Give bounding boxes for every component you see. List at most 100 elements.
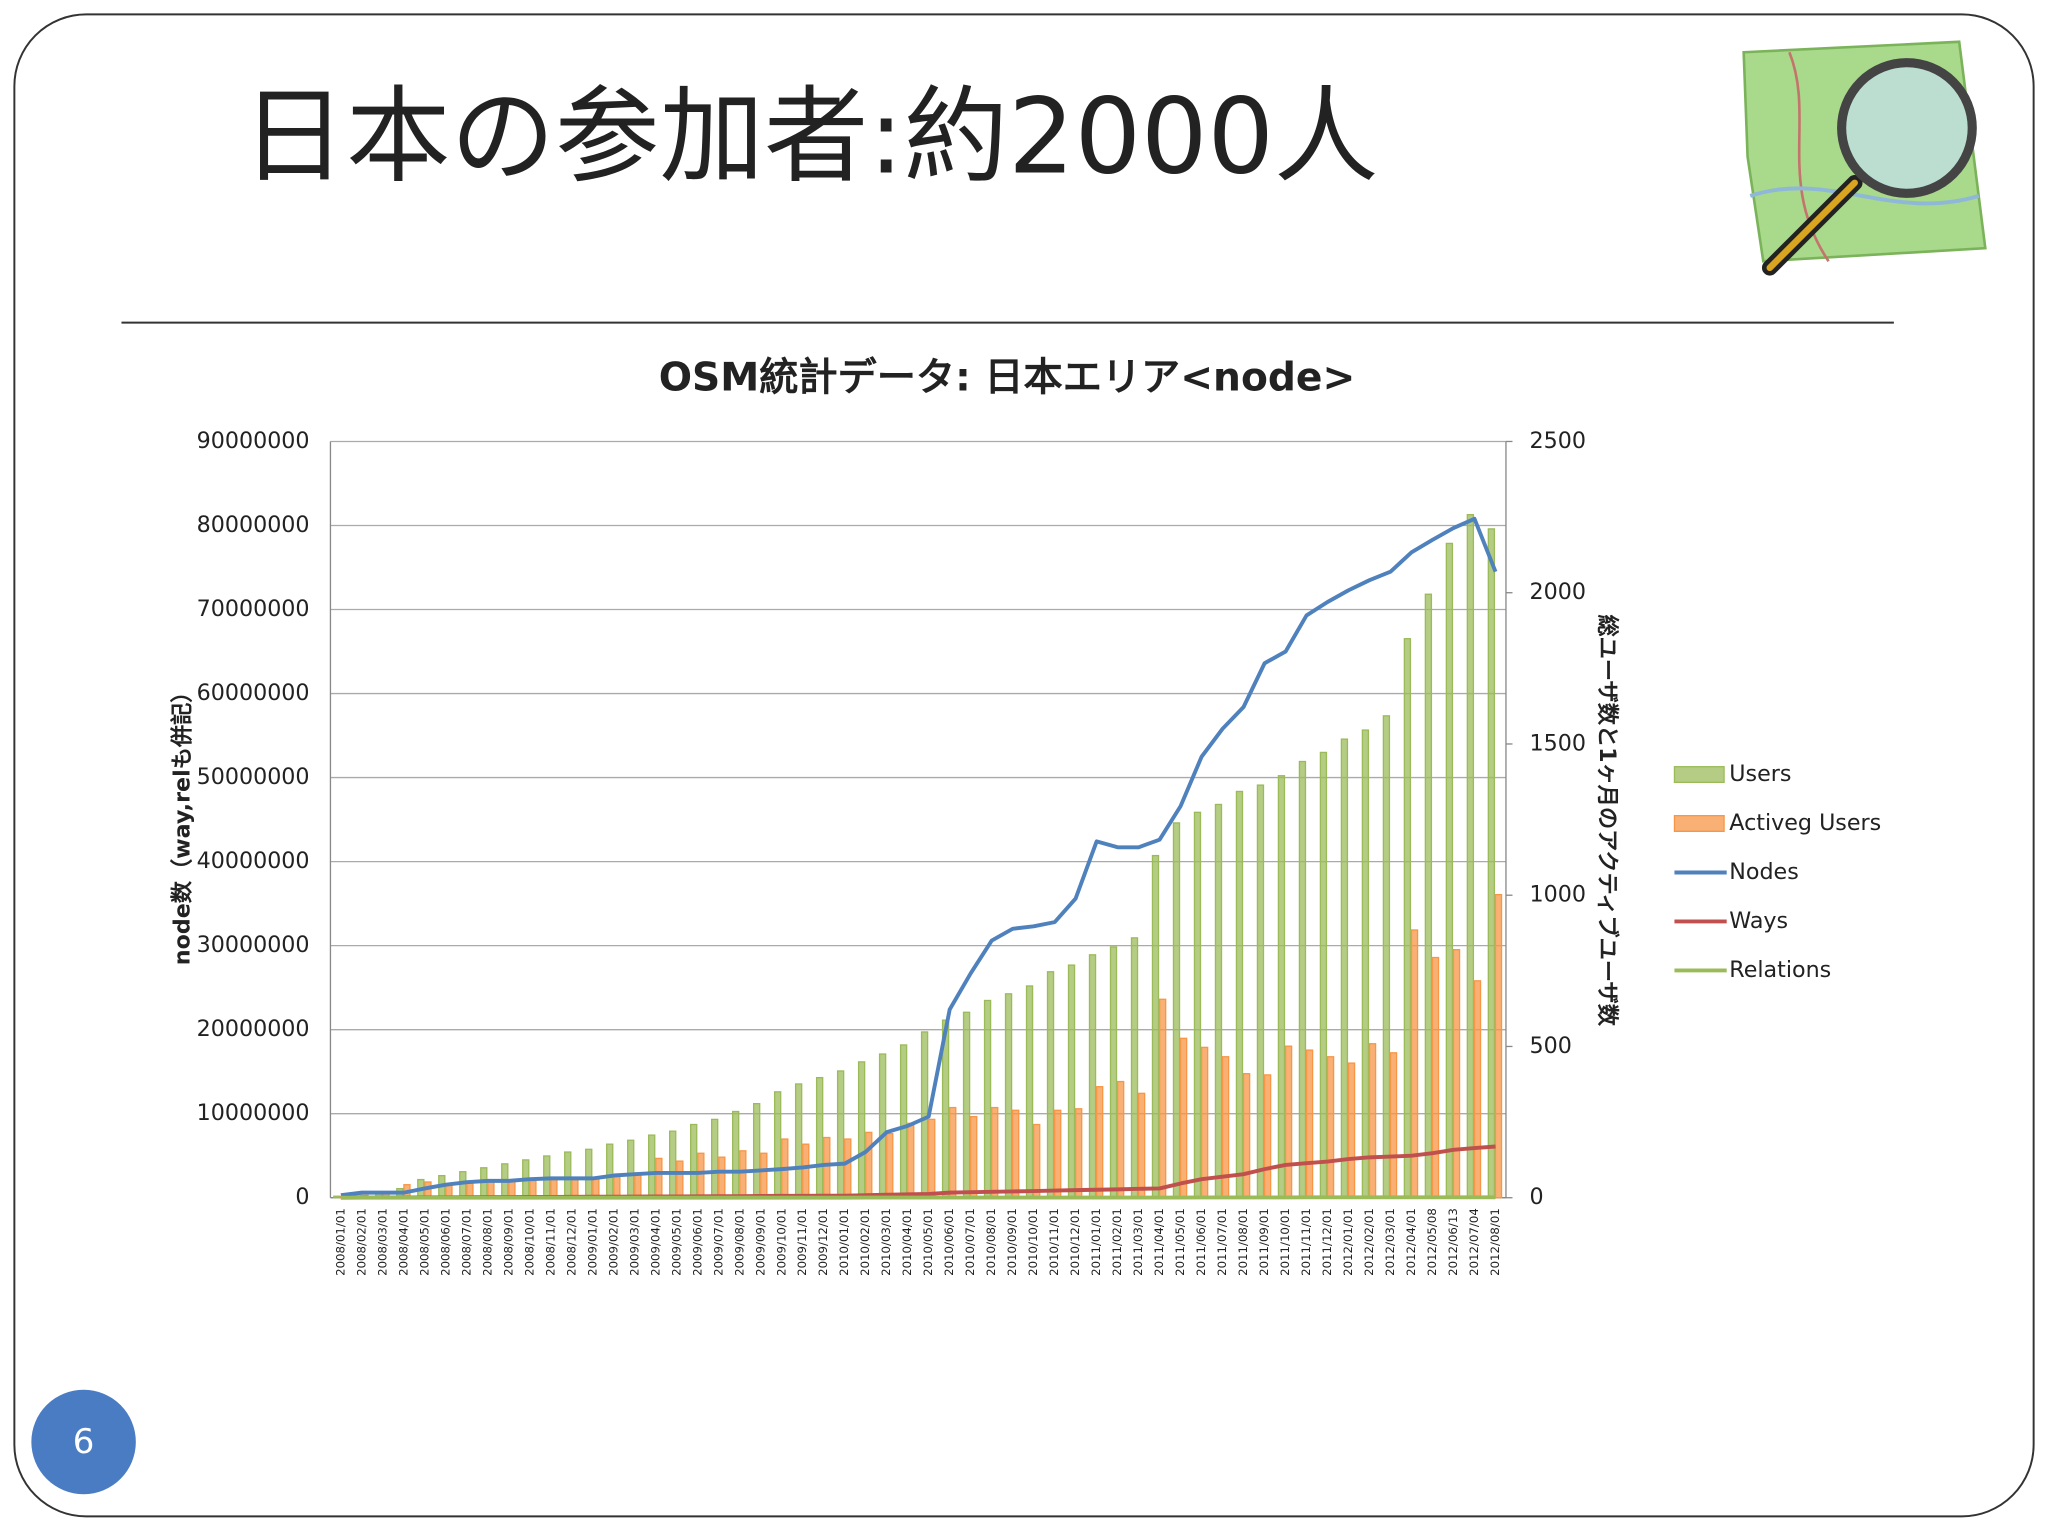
bar bbox=[571, 1177, 579, 1199]
x-tick-label: 2009/08/01 bbox=[732, 1208, 746, 1276]
x-tick-label: 2010/06/01 bbox=[942, 1208, 956, 1276]
x-tick-label: 2009/12/01 bbox=[816, 1208, 830, 1276]
bar bbox=[1116, 1080, 1125, 1199]
bar bbox=[676, 1160, 684, 1199]
bar bbox=[1179, 1037, 1188, 1199]
x-tick-label: 2009/03/01 bbox=[627, 1208, 641, 1276]
bar bbox=[1410, 929, 1419, 1199]
bar bbox=[1130, 937, 1139, 1199]
x-tick-label: 2008/04/01 bbox=[396, 1208, 410, 1276]
bar bbox=[1242, 1073, 1251, 1199]
bar bbox=[1137, 1092, 1146, 1199]
x-tick-label: 2010/05/01 bbox=[921, 1208, 935, 1276]
x-tick-label: 2012/06/13 bbox=[1446, 1208, 1460, 1276]
bar bbox=[949, 1106, 957, 1199]
x-tick-label: 2010/07/01 bbox=[963, 1208, 977, 1276]
y-tick-label: 0 bbox=[295, 1184, 309, 1210]
bar bbox=[907, 1122, 915, 1199]
x-tick-label: 2011/06/01 bbox=[1194, 1208, 1208, 1276]
x-tick-label: 2009/04/01 bbox=[648, 1208, 662, 1276]
bar bbox=[823, 1136, 831, 1199]
x-tick-label: 2010/02/01 bbox=[858, 1208, 872, 1276]
y-tick-label: 80000000 bbox=[197, 512, 310, 538]
bar bbox=[886, 1132, 894, 1199]
bar bbox=[1473, 980, 1482, 1199]
x-tick-label: 2008/11/01 bbox=[543, 1208, 557, 1276]
x-tick-label: 2011/07/01 bbox=[1215, 1208, 1229, 1276]
x-tick-label: 2011/04/01 bbox=[1152, 1208, 1166, 1276]
bar bbox=[991, 1106, 999, 1199]
x-tick-label: 2011/10/01 bbox=[1278, 1208, 1292, 1276]
bar bbox=[899, 1044, 908, 1199]
bar bbox=[585, 1148, 593, 1199]
bar bbox=[1158, 998, 1167, 1199]
x-tick-label: 2009/11/01 bbox=[795, 1208, 809, 1276]
bar bbox=[718, 1156, 726, 1199]
bar bbox=[739, 1150, 747, 1199]
bar bbox=[1256, 784, 1265, 1199]
bar bbox=[1025, 985, 1034, 1199]
page-number-badge bbox=[31, 1389, 136, 1495]
bar bbox=[1193, 811, 1202, 1199]
x-tick-label: 2008/06/01 bbox=[438, 1208, 452, 1276]
y-tick-label: 70000000 bbox=[197, 596, 310, 622]
bar bbox=[564, 1151, 572, 1199]
y-axis-label: node数（way,relも併記） bbox=[168, 681, 195, 966]
x-tick-label: 2011/09/01 bbox=[1257, 1208, 1271, 1276]
x-tick-label: 2008/08/01 bbox=[480, 1208, 494, 1276]
x-tick-label: 2011/11/01 bbox=[1299, 1208, 1313, 1276]
y-tick-label: 50000000 bbox=[197, 764, 310, 790]
x-tick-label: 2008/12/01 bbox=[564, 1208, 578, 1276]
y-tick-label: 30000000 bbox=[197, 932, 310, 958]
bar bbox=[983, 999, 992, 1199]
y-tick-label: 40000000 bbox=[197, 848, 310, 874]
x-tick-label: 2009/05/01 bbox=[669, 1208, 683, 1276]
x-tick-label: 2010/10/01 bbox=[1026, 1208, 1040, 1276]
x-tick-label: 2011/08/01 bbox=[1236, 1208, 1250, 1276]
bar bbox=[1347, 1062, 1356, 1199]
bar bbox=[1200, 1046, 1209, 1199]
bar bbox=[697, 1152, 705, 1199]
bar bbox=[1298, 760, 1307, 1199]
x-tick-label: 2008/01/01 bbox=[333, 1208, 347, 1276]
y2-axis-label: 総ユーザ数と1ヶ月のアクティブユーザ数 bbox=[1594, 615, 1621, 1027]
bar bbox=[1452, 949, 1461, 1199]
legend-label: Relations bbox=[1729, 957, 1831, 983]
x-tick-label: 2008/07/01 bbox=[459, 1208, 473, 1276]
bar bbox=[333, 1195, 341, 1199]
bar bbox=[844, 1138, 852, 1199]
bar bbox=[1466, 514, 1475, 1199]
bar bbox=[857, 1061, 866, 1199]
x-tick-label: 2011/05/01 bbox=[1173, 1208, 1187, 1276]
bar bbox=[920, 1031, 929, 1199]
chart-title: OSM統計データ: 日本エリア<node> bbox=[659, 356, 1356, 401]
bar bbox=[1067, 964, 1076, 1199]
bar bbox=[865, 1131, 873, 1199]
bar bbox=[836, 1070, 845, 1199]
x-tick-label: 2012/05/08 bbox=[1425, 1208, 1439, 1276]
y-tick-label: 10000000 bbox=[197, 1100, 310, 1126]
bar bbox=[1172, 822, 1181, 1199]
bar bbox=[1033, 1123, 1041, 1199]
bar bbox=[752, 1102, 761, 1199]
y2-tick-label: 2500 bbox=[1529, 428, 1585, 454]
bar bbox=[794, 1083, 803, 1199]
x-tick-label: 2011/01/01 bbox=[1089, 1208, 1103, 1276]
bar bbox=[1214, 803, 1223, 1199]
bar bbox=[1305, 1049, 1314, 1199]
x-tick-label: 2008/09/01 bbox=[501, 1208, 515, 1276]
x-tick-label: 2012/07/04 bbox=[1467, 1208, 1481, 1276]
y2-tick-label: 1000 bbox=[1529, 882, 1585, 908]
legend-swatch bbox=[1673, 766, 1725, 784]
bar bbox=[1424, 593, 1433, 1199]
bar bbox=[1095, 1086, 1104, 1199]
bar bbox=[928, 1118, 936, 1199]
x-tick-label: 2012/08/01 bbox=[1488, 1208, 1502, 1276]
x-tick-label: 2008/03/01 bbox=[375, 1208, 389, 1276]
y2-tick-label: 0 bbox=[1529, 1184, 1543, 1210]
bar bbox=[1074, 1108, 1083, 1199]
x-tick-label: 2011/02/01 bbox=[1110, 1208, 1124, 1276]
bar bbox=[1053, 1109, 1062, 1199]
